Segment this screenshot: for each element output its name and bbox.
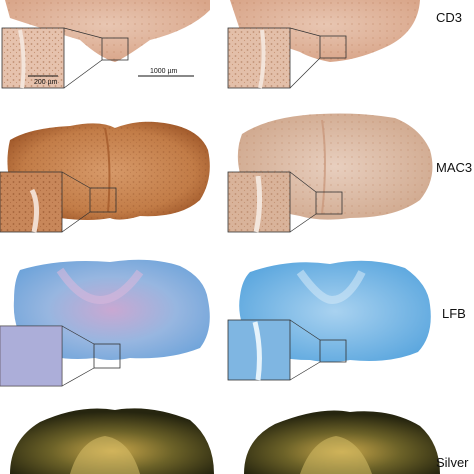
label-cd3: CD3: [436, 10, 463, 25]
inset-scale-label: 200 µm: [34, 79, 58, 86]
main-scale-label: 1000 µm: [150, 68, 178, 75]
label-silver: Silver: [436, 455, 469, 470]
label-mac3: MAC3: [436, 160, 473, 175]
label-lfb: LFB: [442, 306, 466, 321]
